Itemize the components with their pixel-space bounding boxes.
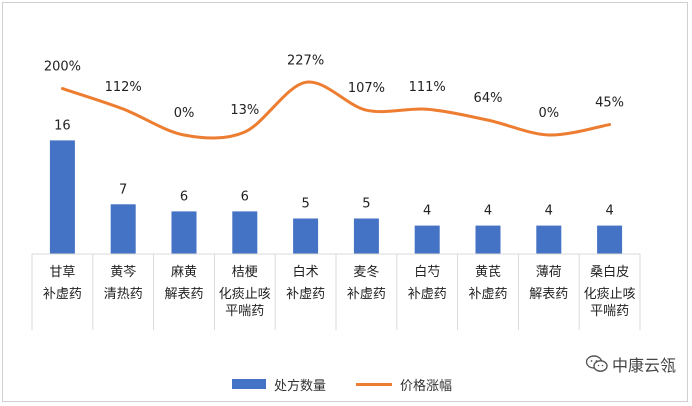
category-sublabel: 解表药: [529, 287, 568, 302]
bar-data-label: 6: [241, 189, 249, 204]
category-label: 黄芩: [110, 265, 136, 280]
category-sublabel: 清热药: [104, 287, 143, 302]
chart-legend: 处方数量 价格涨幅: [232, 374, 452, 394]
legend-label-line: 价格涨幅: [400, 378, 453, 394]
category-label: 薄荷: [536, 265, 562, 280]
line-data-label: 0%: [538, 106, 559, 121]
category-label: 白芍: [414, 264, 440, 280]
series-line-price-change: [60, 80, 612, 140]
bar: [353, 218, 379, 254]
category-label: 桑白皮: [590, 264, 629, 280]
line-data-label: 112%: [105, 80, 142, 95]
bar-data-label: 4: [484, 204, 492, 219]
bar: [536, 225, 562, 254]
watermark-text: 中康云瓴: [611, 356, 676, 375]
bar-data-label: 5: [301, 197, 309, 212]
category-sublabel: 补虚药: [347, 287, 386, 302]
category-label: 桔梗: [232, 265, 258, 280]
bar-data-label: 16: [54, 118, 71, 133]
line-data-label: 45%: [595, 96, 624, 111]
bar: [597, 225, 623, 254]
legend-swatch-bar: [232, 379, 266, 389]
category-label: 甘草: [49, 265, 75, 280]
line-data-label: 13%: [230, 103, 259, 118]
category-sublabel: 平喘药: [225, 303, 264, 319]
category-sublabel: 平喘药: [590, 303, 629, 319]
line-data-label: 107%: [348, 81, 385, 96]
bar-data-label: 5: [362, 197, 370, 212]
line-data-label: 227%: [287, 53, 324, 68]
category-sublabel: 补虚药: [408, 287, 447, 302]
legend-item-line: 价格涨幅: [356, 375, 452, 394]
category-sublabel: 化痰止咳: [584, 286, 636, 302]
category-sublabel: 补虚药: [43, 287, 82, 302]
bar: [414, 225, 440, 254]
bar-data-label: 6: [180, 189, 188, 204]
category-sublabel: 解表药: [164, 287, 203, 302]
legend-swatch-line: [356, 382, 393, 386]
bar-data-label: 4: [423, 204, 431, 219]
category-sublabel: 化痰止咳: [219, 286, 271, 302]
bar-data-label: 7: [119, 182, 127, 197]
category-label: 白术: [293, 264, 319, 280]
category-sublabel: 补虚药: [286, 287, 325, 302]
category-label: 麻黄: [171, 265, 197, 280]
line-data-label: 200%: [44, 60, 81, 75]
bar: [171, 211, 197, 254]
bar: [49, 140, 75, 254]
category-label: 黄芪: [475, 265, 501, 280]
bar: [293, 218, 319, 254]
wechat-icon: [585, 355, 608, 372]
line-data-label: 64%: [474, 91, 503, 106]
legend-label-bar: 处方数量: [274, 378, 327, 394]
bar: [110, 204, 136, 254]
bar: [475, 225, 501, 254]
chart-frame: [2, 2, 688, 402]
category-sublabel: 补虚药: [468, 287, 507, 302]
line-data-label: 0%: [174, 106, 195, 121]
line-data-label: 111%: [409, 80, 446, 95]
bar-data-label: 4: [545, 204, 553, 219]
bar: [232, 211, 258, 254]
bar-data-label: 4: [605, 204, 613, 219]
legend-item-bar: 处方数量: [232, 375, 326, 394]
category-label: 麦冬: [353, 264, 379, 280]
watermark: 中康云瓴: [585, 352, 676, 376]
